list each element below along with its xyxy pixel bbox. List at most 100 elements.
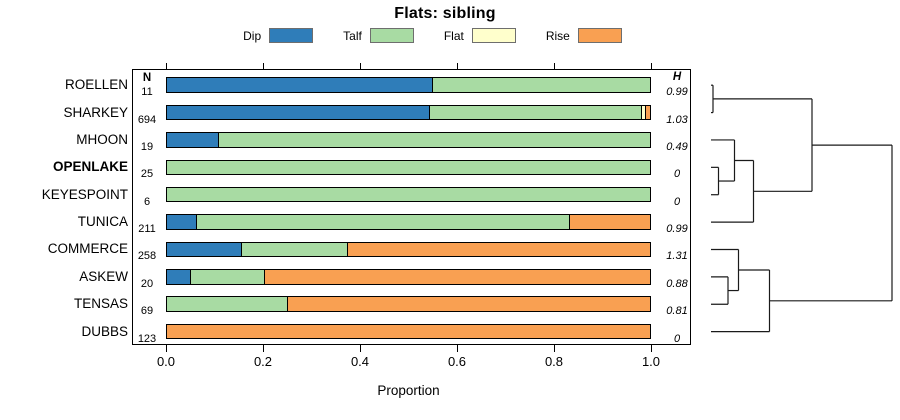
bar-segment-commerce-dip[interactable] [167,242,241,257]
legend-swatch-rise-icon [577,28,622,43]
axis-tick-top-0.6 [457,62,459,69]
bar-segment-askew-talf[interactable] [190,270,265,284]
legend-item-rise: Rise [546,28,622,43]
row-label-dubbs: DUBBS [81,323,128,339]
legend: Dip Talf Flat Rise [150,28,715,43]
axis-tick-top-0.0 [166,62,168,69]
h-value-tensas: 0.81 [666,305,688,318]
n-value-keyespoint: 6 [143,195,151,208]
h-value-mhoon: 0.49 [666,140,688,153]
axis-tick-label-0.2: 0.2 [253,354,273,369]
axis-tick-label-0.0: 0.0 [156,354,176,369]
bar-segment-tunica-dip[interactable] [167,215,196,229]
row-label-tensas: TENSAS [73,296,128,312]
n-value-roellen: 11 [141,86,153,99]
bar-segment-sharkey-flat[interactable] [640,105,646,120]
axis-tick-bottom-0.8 [554,345,556,352]
n-value-tunica: 211 [138,223,156,236]
bar-openlake[interactable] [166,159,651,176]
axis-tick-bottom-1.0 [651,345,653,352]
n-value-dubbs: 123 [137,332,157,345]
h-value-commerce: 1.31 [666,250,688,263]
row-label-askew: ASKEW [79,268,128,284]
bar-mhoon[interactable] [166,132,651,148]
bar-segment-sharkey-talf[interactable] [428,105,641,120]
row-label-mhoon: MHOON [76,131,128,147]
axis-tick-bottom-0.2 [263,345,265,352]
n-value-commerce: 258 [137,250,157,263]
row-label-sharkey: SHARKEY [63,104,128,120]
bar-keyespoint[interactable] [166,186,651,203]
bar-segment-tensas-talf[interactable] [167,297,287,311]
bar-segment-dubbs-rise[interactable] [167,324,650,339]
axis-tick-bottom-0.0 [166,345,168,352]
bar-segment-mhoon-dip[interactable] [167,133,218,147]
legend-label-flat: Flat [443,28,464,43]
h-value-sharkey: 1.03 [666,113,688,126]
bar-askew[interactable] [166,269,651,285]
column-header-h: H [672,71,682,83]
h-value-dubbs: 0 [673,332,681,345]
row-label-openlake: OPENLAKE [52,159,128,175]
bar-tensas[interactable] [166,296,651,312]
column-header-n: N [142,72,152,84]
legend-label-dip: Dip [243,28,262,43]
n-value-sharkey: 694 [137,113,157,126]
h-value-tunica: 0.99 [666,223,688,236]
bar-segment-sharkey-rise[interactable] [645,105,650,120]
row-label-roellen: ROELLEN [64,77,128,93]
axis-tick-label-0.8: 0.8 [544,354,564,369]
n-value-openlake: 25 [140,168,154,181]
n-value-mhoon: 19 [140,140,154,153]
legend-swatch-flat-icon [471,28,516,43]
bar-segment-askew-dip[interactable] [167,270,191,284]
axis-tick-top-0.8 [554,62,556,69]
axis-tick-top-0.4 [360,62,362,69]
bar-segment-tunica-rise[interactable] [568,215,650,229]
bar-segment-sharkey-dip[interactable] [167,105,429,120]
bar-segment-roellen-dip[interactable] [167,78,433,92]
axis-tick-bottom-0.6 [457,345,459,352]
legend-label-talf: Talf [343,28,362,43]
axis-tick-bottom-0.4 [360,345,362,352]
legend-label-rise: Rise [545,28,570,43]
bar-tunica[interactable] [166,214,651,230]
x-axis-label: Proportion [377,383,440,398]
row-label-tunica: TUNICA [77,214,128,230]
legend-item-dip: Dip [243,28,314,43]
legend-item-flat: Flat [444,28,516,43]
h-value-askew: 0.88 [666,277,688,290]
bar-commerce[interactable] [166,241,651,258]
bar-segment-mhoon-talf[interactable] [217,133,650,147]
plot-box [132,69,691,345]
chart-title: Flats: sibling [394,5,496,22]
h-value-roellen: 0.99 [666,86,688,99]
bar-sharkey[interactable] [166,104,651,121]
row-label-commerce: COMMERCE [47,241,128,257]
axis-tick-label-1.0: 1.0 [641,354,661,369]
dendrogram [711,84,893,333]
h-value-keyespoint: 0 [673,195,681,208]
h-value-openlake: 0 [673,168,681,181]
row-label-keyespoint: KEYESPOINT [41,186,128,202]
bar-segment-openlake-talf[interactable] [167,160,650,175]
bar-segment-roellen-talf[interactable] [432,78,650,92]
bar-segment-commerce-talf[interactable] [240,242,347,257]
bar-dubbs[interactable] [166,323,651,340]
bar-segment-commerce-rise[interactable] [346,242,650,257]
legend-swatch-dip-icon [269,28,314,43]
n-value-askew: 20 [140,277,154,290]
bar-segment-keyespoint-talf[interactable] [167,187,650,202]
bar-segment-tensas-rise[interactable] [286,297,650,311]
axis-tick-label-0.6: 0.6 [447,354,467,369]
axis-tick-top-0.2 [263,62,265,69]
legend-swatch-talf-icon [369,28,414,43]
bar-segment-tunica-talf[interactable] [195,215,569,229]
legend-item-talf: Talf [343,28,414,43]
axis-tick-label-0.4: 0.4 [350,354,370,369]
axis-tick-top-1.0 [651,62,653,69]
n-value-tensas: 69 [140,305,154,318]
bar-segment-askew-rise[interactable] [264,270,650,284]
bar-roellen[interactable] [166,77,651,93]
